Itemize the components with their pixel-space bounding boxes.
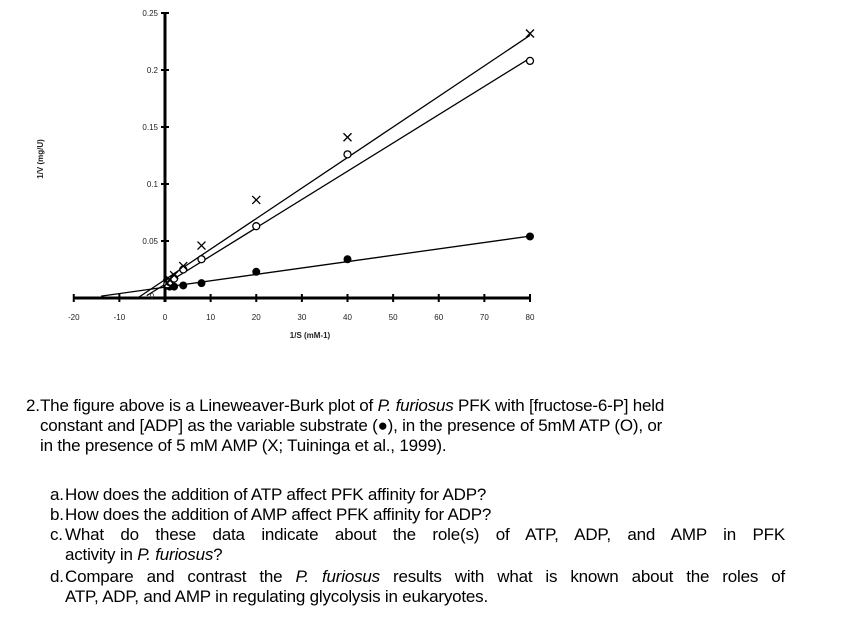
open-circle-marker	[197, 255, 206, 264]
open-circle-marker	[343, 150, 352, 159]
x-tick-label: 60	[434, 313, 443, 322]
cross-stroke	[525, 29, 535, 38]
sub-question-a: a. How does the addition of ATP affect P…	[50, 485, 805, 505]
sub-question-text: results with what is known about the rol…	[379, 567, 785, 586]
cross-stroke	[251, 195, 261, 205]
sub-question-b: b. How does the addition of AMP affect P…	[50, 505, 805, 525]
y-axis-title: 1/V (mg/U)	[36, 139, 45, 179]
fit-line	[146, 57, 531, 297]
sub-question-letter: c.	[50, 525, 63, 544]
y-tick-label: 0.1	[147, 180, 159, 189]
sub-question-text: What do these data indicate about the ro…	[65, 525, 785, 544]
cross-stroke	[343, 132, 352, 142]
y-zero-label: 0	[150, 292, 155, 301]
question-number: 2.	[26, 396, 40, 415]
sub-question-letter: d.	[50, 567, 64, 586]
question-line-1: The figure above is a Lineweaver-Burk pl…	[40, 396, 800, 416]
question-line-3: in the presence of 5 mM AMP (X; Tuininga…	[40, 436, 447, 455]
sub-question-text: Compare and contrast the	[65, 567, 296, 586]
sub-question-d: d. Compare and contrast the P. furiosus …	[50, 567, 805, 607]
cross-stroke	[178, 261, 188, 271]
x-tick-label: 80	[526, 313, 535, 322]
sub-question-text-line-2: activity in P. furiosus?	[65, 545, 805, 565]
organism-name: P. furiosus	[137, 545, 214, 564]
x-tick-label: 10	[206, 313, 215, 322]
cross-marker	[178, 261, 188, 271]
x-axis-title: 1/S (mM-1)	[290, 331, 331, 340]
data-points	[162, 29, 535, 291]
axis-labels: -20 -10 0 10 20 30 40 50 60 70 80 0.05 0.1 0.15 0.2 0.2…	[36, 9, 535, 340]
cross-stroke	[169, 270, 179, 280]
sub-question-c: c. What do these data indicate about the…	[50, 525, 805, 565]
y-tick-label: 0.15	[142, 123, 158, 132]
x-tick-label: 40	[343, 313, 352, 322]
y-tick-label: 0.05	[142, 237, 158, 246]
question-text: The figure above is a Lineweaver-Burk pl…	[40, 396, 378, 415]
lineweaver-burk-chart: -20 -10 0 10 20 30 40 50 60 70 80 0.05 0.1 0.15 0.2 0.2…	[36, 9, 535, 340]
x-tick-label: 30	[297, 313, 306, 322]
filled-circle-marker	[526, 232, 534, 241]
fit-line	[137, 34, 531, 299]
x-tick-label: 20	[252, 313, 261, 322]
sub-question-text-line-1: Compare and contrast the P. furiosus res…	[65, 567, 785, 587]
question-text: PFK with [fructose-6-P] held	[453, 396, 665, 415]
x-tick-label: 0	[163, 313, 168, 322]
organism-name: P. furiosus	[377, 396, 454, 415]
y-tick-label: 0.2	[147, 66, 159, 75]
sub-question-text: ATP, ADP, and AMP in regulating glycolys…	[65, 587, 488, 606]
filled-circle-marker	[343, 255, 352, 264]
x-tick-label: -10	[114, 313, 126, 322]
filled-circle-marker	[197, 279, 206, 288]
open-circle-marker	[179, 265, 188, 274]
sub-question-letter: a.	[50, 485, 64, 504]
cross-marker	[343, 132, 352, 142]
chart-axes	[72, 12, 531, 302]
sub-question-text: How does the addition of AMP affect PFK …	[65, 505, 492, 524]
x-tick-label: -20	[68, 313, 80, 322]
sub-question-text: activity in	[65, 545, 138, 564]
question-2: 2. The figure above is a Lineweaver-Burk…	[26, 396, 800, 456]
x-tick-label: 50	[389, 313, 398, 322]
filled-circle-marker	[179, 281, 188, 290]
sub-question-letter: b.	[50, 505, 64, 524]
y-tick-label: 0.25	[142, 9, 158, 18]
cross-marker	[197, 241, 206, 251]
cross-marker	[251, 195, 261, 205]
open-circle-marker	[252, 222, 261, 231]
cross-marker	[525, 29, 535, 38]
organism-name: P. furiosus	[295, 567, 380, 586]
question-line-2: constant and [ADP] as the variable subst…	[40, 416, 663, 435]
sub-question-text: ?	[213, 545, 223, 564]
x-tick-label: 70	[480, 313, 489, 322]
filled-circle-marker	[252, 267, 261, 276]
cross-marker	[169, 270, 179, 280]
open-circle-marker	[525, 56, 535, 66]
cross-stroke	[197, 241, 206, 251]
sub-question-text: How does the addition of ATP affect PFK …	[65, 485, 487, 504]
